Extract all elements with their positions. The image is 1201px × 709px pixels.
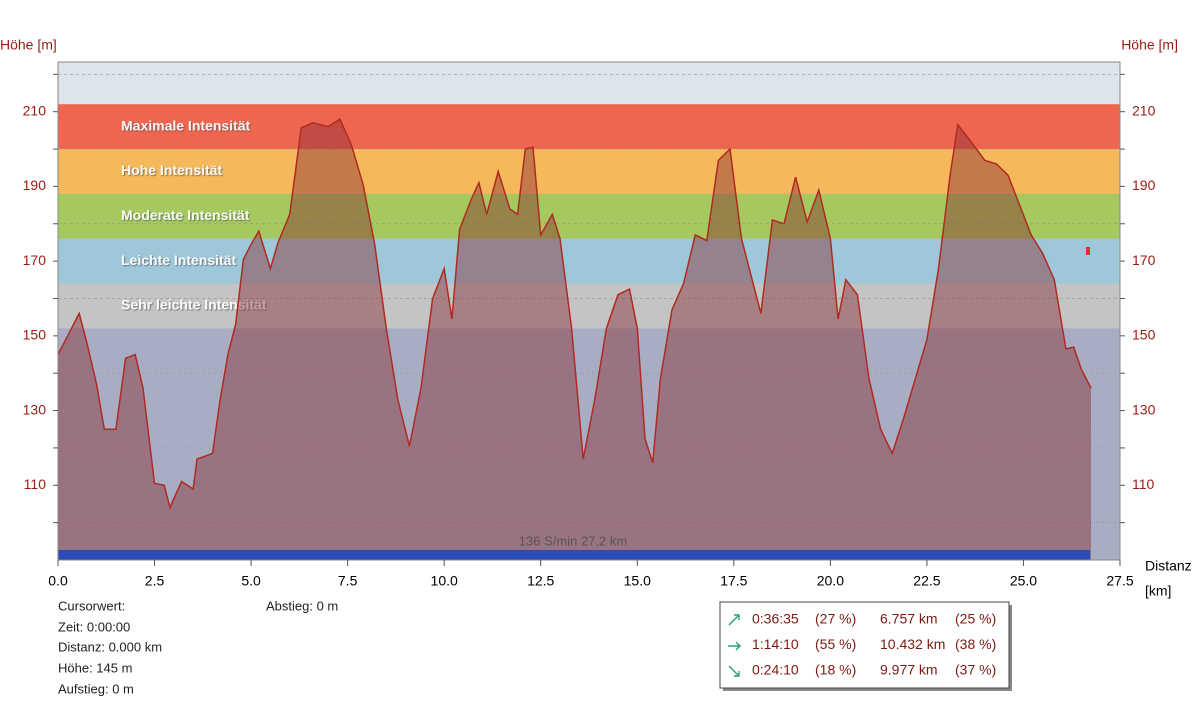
x-tick-label: 2.5 [145,573,165,589]
band-label: Leichte Intensität [121,252,236,268]
x-tick-label: 0.0 [48,573,68,589]
stats-cell: 10.432 km [880,636,945,652]
stats-cell: 6.757 km [880,611,938,627]
y-axis-label: Höhe [m] [0,37,57,53]
stats-cell: (27 %) [815,611,856,627]
x-tick-label: 7.5 [338,573,358,589]
stats-cell: 0:24:10 [752,662,799,678]
band-label: Sehr leichte Intensität [121,297,267,313]
x-tick-label: 10.0 [431,573,458,589]
y-tick-label: 170 [23,252,47,268]
x-tick-label: 20.0 [817,573,844,589]
stats-cell: (37 %) [955,662,996,678]
info-title: Cursorwert: [58,598,125,613]
stats-icons [728,614,741,677]
x-axis-label: [km] [1145,583,1171,599]
plot-top [58,62,1120,105]
stats-cell: 1:14:10 [752,636,799,652]
stats-cell: (25 %) [955,611,996,627]
intensity-band [58,149,1120,194]
x-tick-label: 15.0 [624,573,651,589]
intensity-band [58,283,1120,329]
intensity-band [58,104,1120,150]
info: Cursorwert: Zeit: 0:00:00 Distanz: 0.000… [58,598,338,696]
elevation-line [57,118,1092,511]
elevation-area [58,119,1092,560]
info-distanz: Distanz: 0.000 km [58,639,162,654]
info-aufstieg: Aufstieg: 0 m [58,681,134,696]
y-tick-label: 130 [23,401,47,417]
stats-cell: (18 %) [815,662,856,678]
y-tick-label: 110 [24,476,47,492]
x-tick-label: 5.0 [241,573,261,589]
y2-tick-label: 150 [1132,327,1156,343]
x-tick-label: 17.5 [720,573,747,589]
x-tick-label: 12.5 [527,573,554,589]
y2-tick-label: 210 [1132,102,1156,118]
up-arrow [728,614,740,626]
y2-tick-label: 190 [1132,177,1156,193]
annotation: 136 S/min 27.2 km [519,533,627,548]
y2-tick-label: 130 [1132,401,1156,417]
x-tick-label: 22.5 [913,573,940,589]
band-label: Hohe Intensität [121,162,222,178]
info-hoehe: Höhe: 145 m [58,660,132,675]
band-label: Moderate Intensität [121,207,250,223]
y-tick-label: 210 [23,102,47,118]
y2-axis-label: Höhe [m] [1121,37,1178,53]
stats-box [719,601,1010,689]
x-tick-label: 25.0 [1010,573,1037,589]
cadence-bar [58,550,1090,560]
stats-cell: 0:36:35 [752,611,799,627]
y2-tick-label: 170 [1132,252,1156,268]
info-zeit: Zeit: 0:00:00 [58,619,130,634]
plot-frame [57,61,1121,561]
y-tick-label: 150 [23,327,47,343]
x-axis-label: Distanz [1145,558,1192,574]
stats-cell: (38 %) [955,636,996,652]
info-abstieg: Abstieg: 0 m [266,598,338,613]
intensity-band [58,238,1120,284]
stats-cell: (55 %) [815,636,856,652]
stats-cell: 9.977 km [880,662,938,678]
marker [1086,247,1090,255]
band-label: Maximale Intensität [121,117,250,133]
y2-tick-label: 110 [1132,476,1155,492]
x-tick-label: 27.5 [1106,573,1133,589]
y-tick-label: 190 [23,177,47,193]
flat-arrow [728,641,741,651]
down-arrow [728,665,740,677]
